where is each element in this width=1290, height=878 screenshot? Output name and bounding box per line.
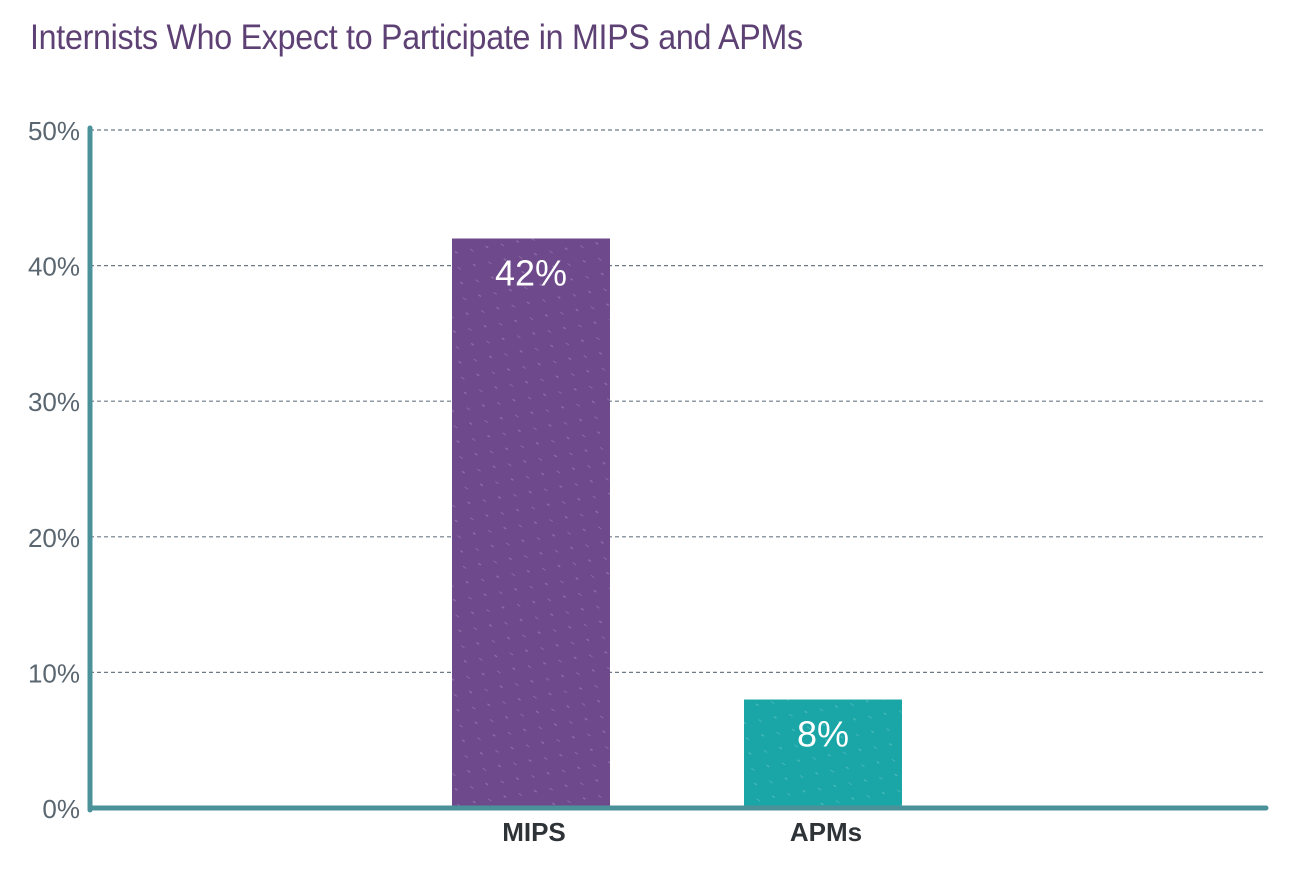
y-tick-label: 40% [28,252,80,282]
y-tick-label: 10% [28,658,80,688]
y-tick-label: 50% [28,116,80,146]
bar-texture [452,238,610,809]
labels: 0% 10% 20% 30% 40% 50% 42% MIPS 8% APMs [28,116,862,847]
data-label: 8% [797,714,849,755]
y-tick-label: 0% [42,794,80,824]
x-category-label: APMs [790,817,862,847]
x-category-label: MIPS [502,817,566,847]
bars [452,238,902,809]
y-tick-label: 20% [28,523,80,553]
y-tick-label: 30% [28,387,80,417]
gridlines [90,129,1266,674]
chart-title: Internists Who Expect to Participate in … [30,18,803,57]
axes [87,125,1269,813]
data-label: 42% [495,252,567,293]
bar-texture [744,699,902,808]
